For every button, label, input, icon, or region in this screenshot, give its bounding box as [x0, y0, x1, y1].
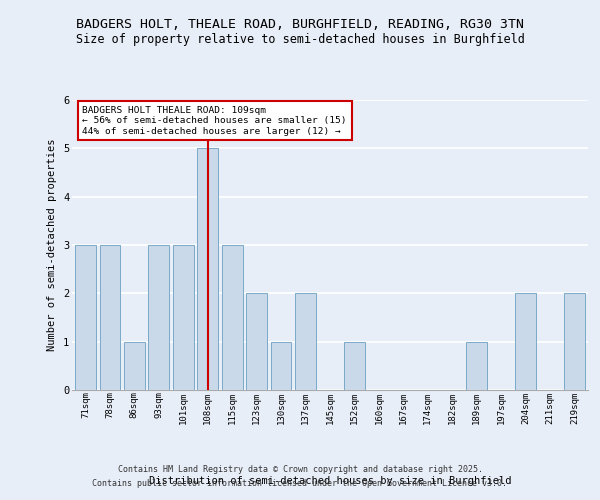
Bar	[295, 294, 316, 390]
Bar	[197, 148, 218, 390]
Bar	[148, 245, 169, 390]
Y-axis label: Number of semi-detached properties: Number of semi-detached properties	[47, 138, 58, 352]
X-axis label: Distribution of semi-detached houses by size in Burghfield: Distribution of semi-detached houses by …	[149, 476, 511, 486]
Bar	[124, 342, 145, 390]
Text: BADGERS HOLT THEALE ROAD: 109sqm
← 56% of semi-detached houses are smaller (15)
: BADGERS HOLT THEALE ROAD: 109sqm ← 56% o…	[82, 106, 347, 136]
Bar	[100, 245, 120, 390]
Text: Size of property relative to semi-detached houses in Burghfield: Size of property relative to semi-detach…	[76, 32, 524, 46]
Text: BADGERS HOLT, THEALE ROAD, BURGHFIELD, READING, RG30 3TN: BADGERS HOLT, THEALE ROAD, BURGHFIELD, R…	[76, 18, 524, 30]
Bar	[173, 245, 194, 390]
Bar	[466, 342, 487, 390]
Bar	[344, 342, 365, 390]
Bar	[246, 294, 267, 390]
Bar	[222, 245, 242, 390]
Text: Contains HM Land Registry data © Crown copyright and database right 2025.
Contai: Contains HM Land Registry data © Crown c…	[92, 466, 508, 487]
Bar	[564, 294, 585, 390]
Bar	[271, 342, 292, 390]
Bar	[515, 294, 536, 390]
Bar	[75, 245, 96, 390]
